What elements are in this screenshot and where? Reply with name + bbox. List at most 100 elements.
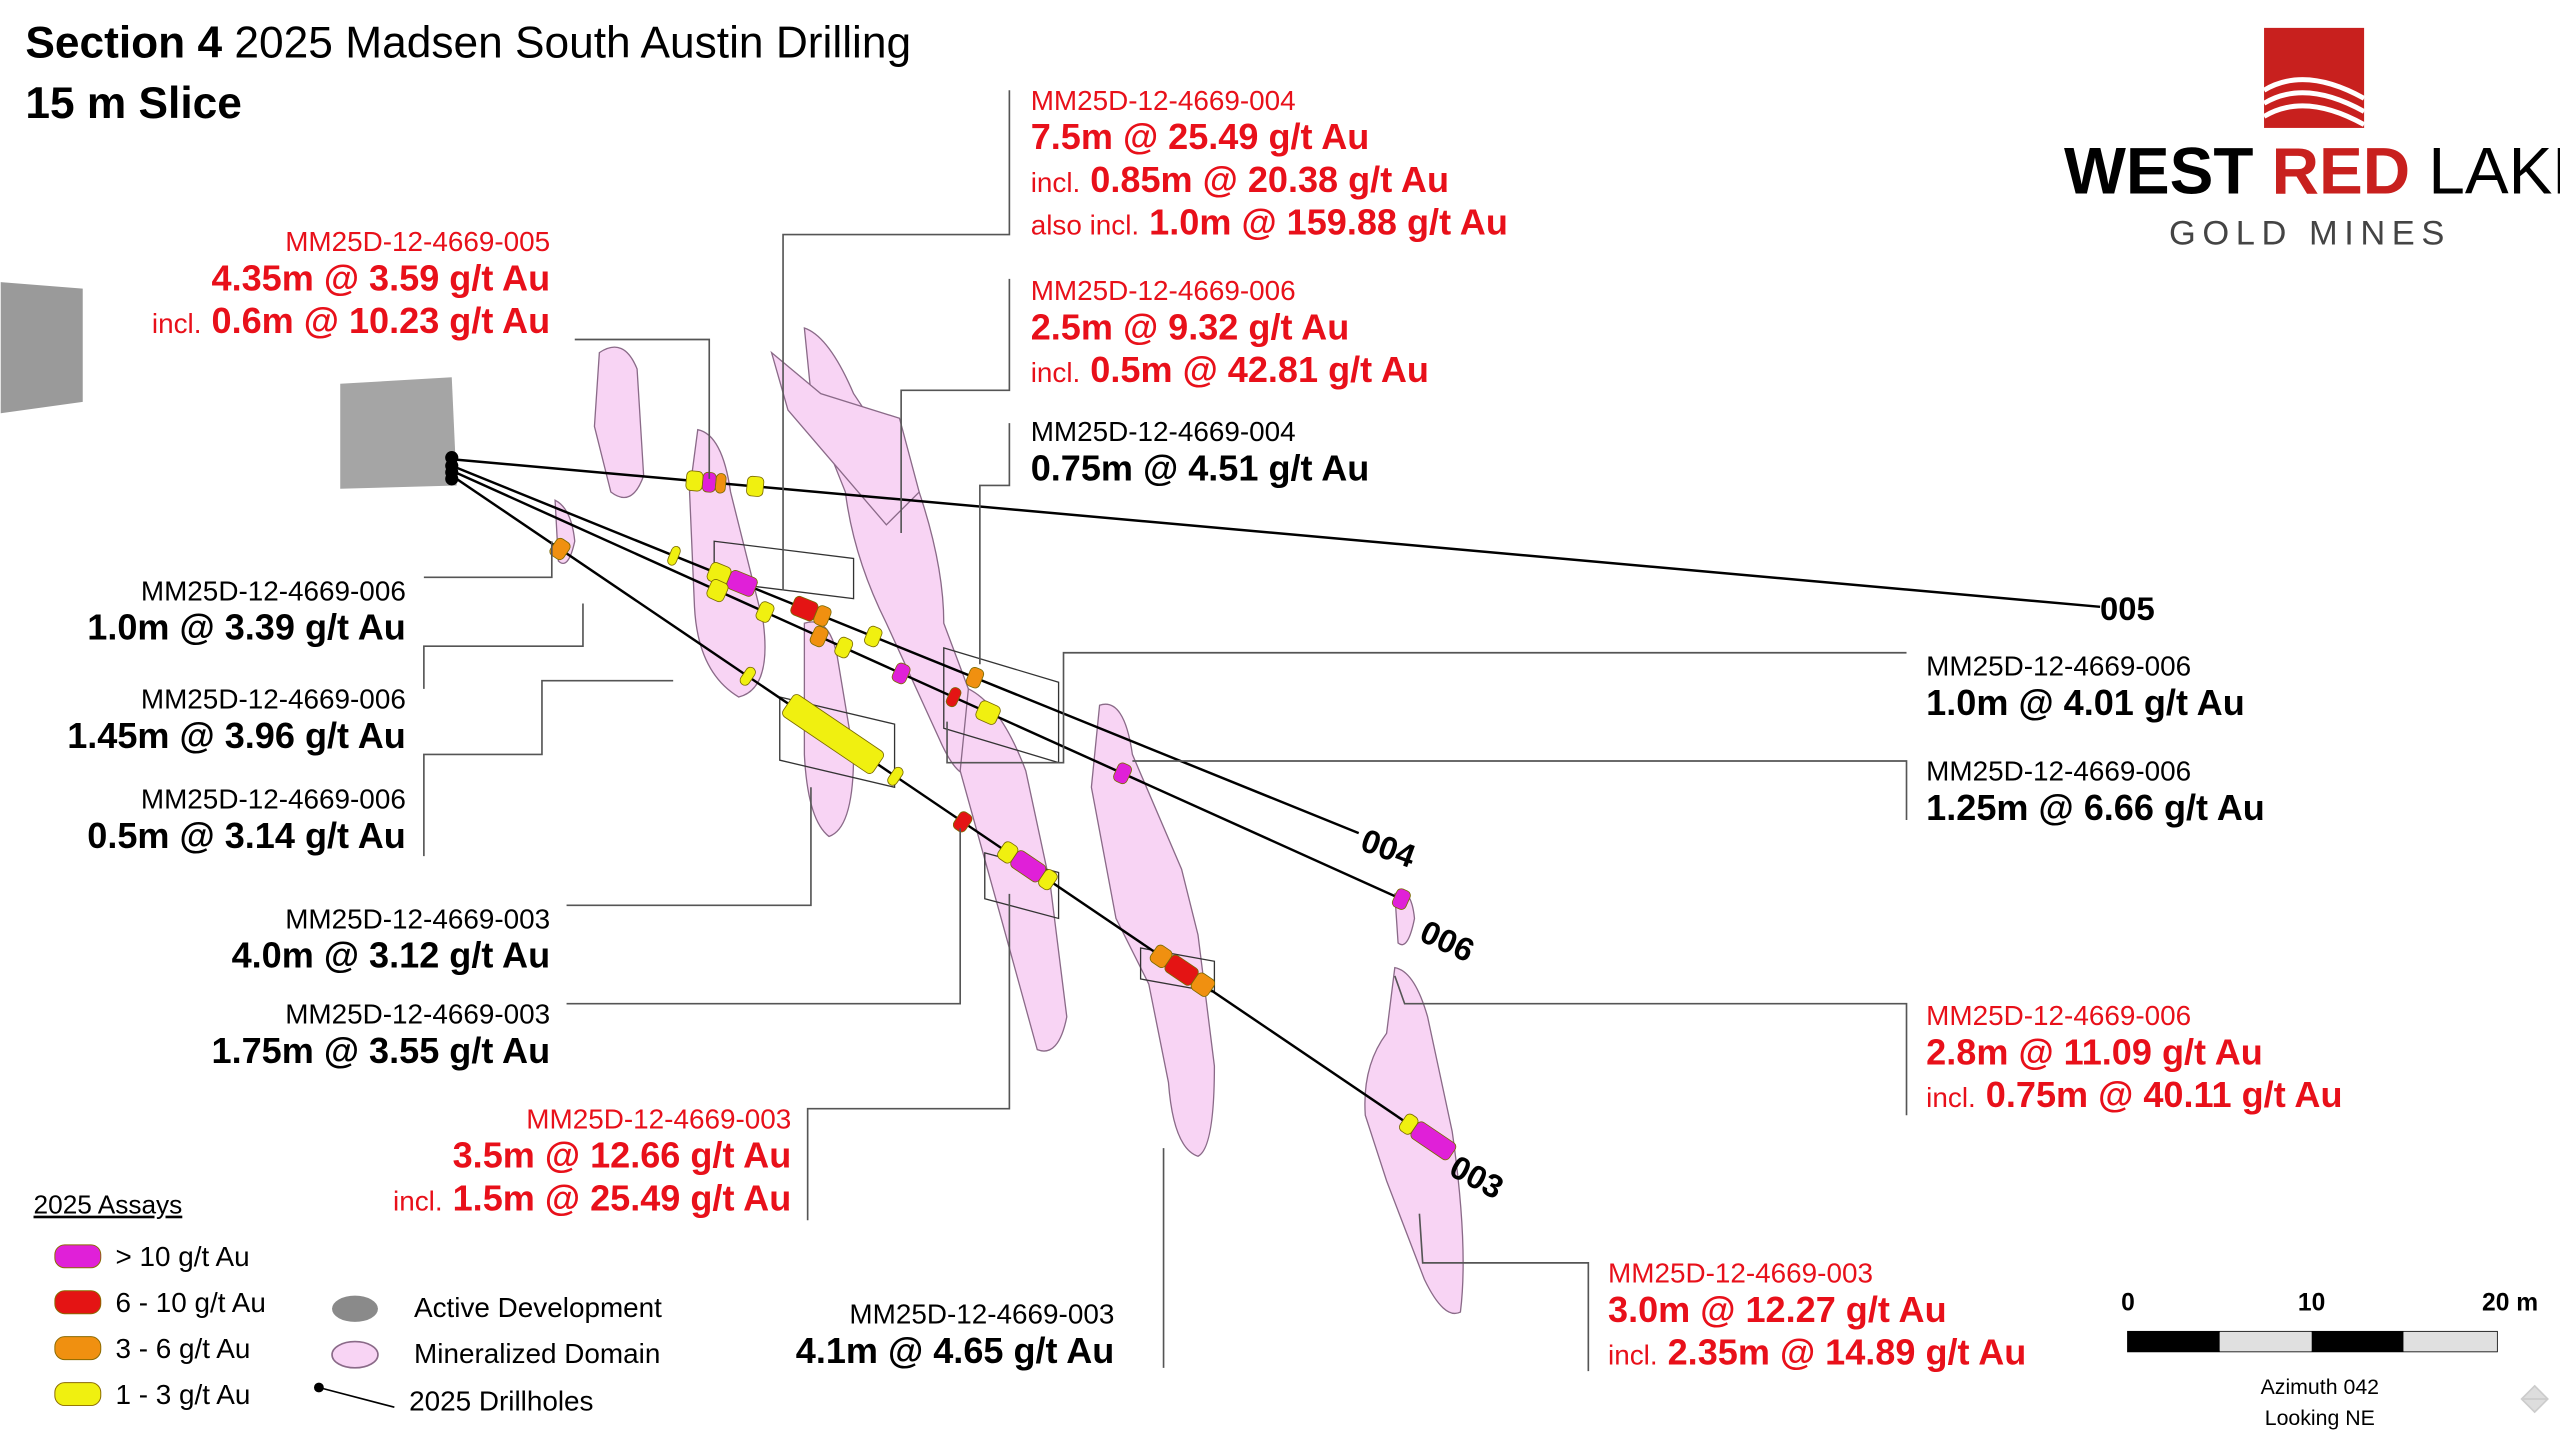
title-text: 2025 Madsen South Austin Drilling — [234, 18, 911, 67]
leader-line — [979, 423, 1011, 665]
logo-word: LAKE — [2428, 135, 2560, 208]
legend-swatch — [54, 1336, 102, 1361]
hole-id: MM25D-12-4669-003 — [849, 1299, 1114, 1330]
assay-interval — [706, 579, 729, 603]
leader-line — [946, 651, 1907, 764]
title: Section 4 2025 Madsen South Austin Drill… — [25, 18, 911, 67]
assay-interval — [1190, 972, 1216, 997]
result-value: 1.0m @ 159.88 g/t Au — [1149, 202, 1508, 243]
assay-interval — [1038, 869, 1058, 891]
domains — [554, 327, 1464, 1315]
result-value: 1.5m @ 25.49 g/t Au — [453, 1177, 792, 1218]
assay-interval — [952, 811, 973, 833]
hole-label: 006 — [1415, 913, 1480, 970]
compass-icon — [2520, 1384, 2549, 1414]
legend-label: 1 - 3 g/t Au — [116, 1379, 251, 1410]
assay-result: 2.5m @ 9.32 g/t Au — [1031, 306, 1350, 347]
hole-label: 005 — [2100, 590, 2155, 627]
scale-bar-segment — [2127, 1331, 2220, 1352]
interval-box — [779, 696, 896, 789]
leader-line — [423, 603, 584, 689]
result-value: 0.6m @ 10.23 g/t Au — [212, 300, 551, 341]
leader-line — [566, 787, 812, 907]
logo-waves — [2262, 77, 2366, 127]
legend-swatch — [54, 1244, 102, 1269]
assay-interval — [739, 666, 756, 686]
legend: 2025 Assays > 10 g/t Au 6 - 10 g/t Au 3 - … — [34, 1190, 663, 1417]
assay-interval — [549, 537, 571, 561]
assay-result: incl. 0.5m @ 42.81 g/t Au — [1031, 349, 1429, 390]
legend-assays: > 10 g/t Au 6 - 10 g/t Au 3 - 6 g/t Au 1 - … — [54, 1241, 266, 1410]
assay-result: 1.45m @ 3.96 g/t Au — [67, 715, 406, 756]
hole-id: MM25D-12-4669-004 — [1031, 85, 1296, 116]
assay-result: 2.8m @ 11.09 g/t Au — [1926, 1031, 2263, 1072]
assay-interval — [714, 473, 727, 494]
assay-result: 0.75m @ 4.51 g/t Au — [1031, 448, 1370, 489]
assay-result: incl. 0.75m @ 40.11 g/t Au — [1926, 1074, 2342, 1115]
active-development — [340, 377, 457, 489]
assay-result: 1.0m @ 3.39 g/t Au — [87, 607, 406, 648]
result-value: 1.0m @ 4.01 g/t Au — [1926, 682, 2245, 723]
assay-result: 3.0m @ 12.27 g/t Au — [1608, 1289, 1947, 1330]
assay-interval — [891, 662, 911, 685]
assay-interval — [834, 636, 854, 659]
hole-id: MM25D-12-4669-006 — [1031, 275, 1296, 306]
legend-label: Active Development — [414, 1292, 662, 1323]
scale-bar: 0 10 20 m Azimuth 042 Looking NE — [2121, 1289, 2549, 1430]
hole-id: MM25D-12-4669-006 — [141, 575, 406, 606]
scale-tick: 10 — [2298, 1289, 2325, 1316]
assay-interval — [975, 700, 1001, 725]
legend-label: 6 - 10 g/t Au — [116, 1287, 266, 1318]
legend-swatch — [318, 1386, 395, 1408]
assay-result: 4.0m @ 3.12 g/t Au — [232, 935, 551, 976]
hole-id: MM25D-12-4669-003 — [526, 1103, 791, 1134]
drillhole — [451, 469, 1409, 904]
mineralized-domain — [1364, 966, 1464, 1315]
result-value: 1.0m @ 3.39 g/t Au — [87, 607, 406, 648]
result-prefix: incl. — [152, 308, 202, 339]
hole-id: MM25D-12-4669-003 — [285, 998, 550, 1029]
result-value: 4.0m @ 3.12 g/t Au — [232, 935, 551, 976]
assay-result: 3.5m @ 12.66 g/t Au — [453, 1135, 792, 1176]
assay-result: 1.0m @ 4.01 g/t Au — [1926, 682, 2245, 723]
legend-title: 2025 Assays — [34, 1190, 183, 1220]
logo-word: WEST — [2064, 135, 2253, 208]
assay-interval — [965, 667, 985, 689]
result-value: 3.5m @ 12.66 g/t Au — [453, 1135, 792, 1176]
result-value: 4.1m @ 4.65 g/t Au — [796, 1330, 1115, 1371]
hole-id: MM25D-12-4669-003 — [1608, 1258, 1873, 1289]
assay-interval — [813, 605, 832, 627]
assay-result: incl. 0.85m @ 20.38 g/t Au — [1031, 159, 1449, 200]
logo-word: RED — [2272, 135, 2411, 208]
result-value: 2.8m @ 11.09 g/t Au — [1926, 1031, 2263, 1072]
result-prefix: incl. — [1031, 167, 1081, 198]
hole-id: MM25D-12-4669-005 — [285, 226, 550, 257]
leader-line — [1132, 760, 1908, 821]
mineralized-domain — [770, 350, 920, 526]
result-prefix: incl. — [1608, 1340, 1658, 1371]
assay-result: incl. 2.35m @ 14.89 g/t Au — [1608, 1332, 2026, 1373]
scale-bar-segment — [2219, 1331, 2312, 1352]
logo: WEST RED LAKE GOLD MINES — [2064, 27, 2560, 252]
assay-result: also incl. 1.0m @ 159.88 g/t Au — [1031, 202, 1508, 243]
hole-id: MM25D-12-4669-006 — [1926, 756, 2191, 787]
legend-swatch — [313, 1382, 324, 1393]
assay-interval — [667, 545, 681, 566]
result-prefix: incl. — [1031, 357, 1081, 388]
leader-line — [806, 893, 1011, 1221]
drillhole — [451, 464, 1360, 835]
result-value: 0.5m @ 3.14 g/t Au — [87, 815, 406, 856]
assay-interval — [1391, 888, 1411, 910]
title-bold: Section 4 — [25, 18, 222, 67]
scale-bar-segment — [2311, 1331, 2404, 1352]
result-value: 0.5m @ 42.81 g/t Au — [1090, 349, 1429, 390]
assay-result: 1.25m @ 6.66 g/t Au — [1926, 787, 2265, 828]
assay-result: 1.75m @ 3.55 g/t Au — [212, 1030, 551, 1071]
result-value: 4.35m @ 3.59 g/t Au — [212, 257, 551, 298]
leader-line — [574, 338, 711, 479]
assay-interval — [887, 766, 904, 786]
assay-result: 4.1m @ 4.65 g/t Au — [796, 1330, 1115, 1371]
assay-interval — [1113, 762, 1132, 785]
result-value: 1.75m @ 3.55 g/t Au — [212, 1030, 551, 1071]
